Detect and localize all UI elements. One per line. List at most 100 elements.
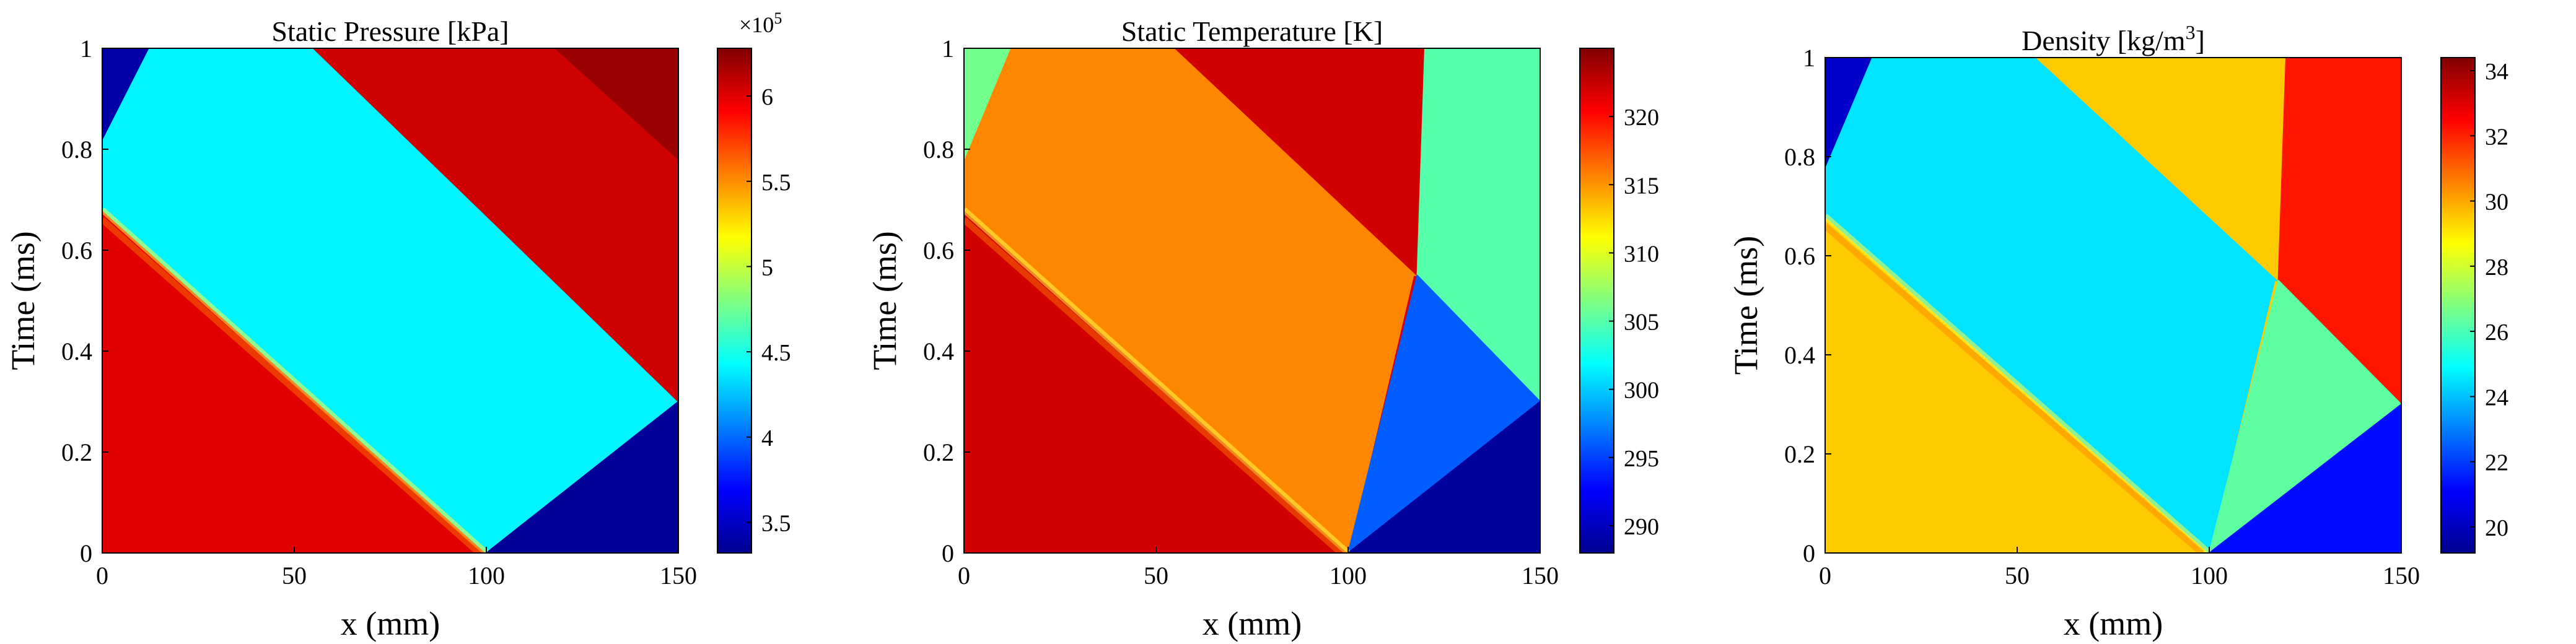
y-tick-label: 0.2 [61, 438, 92, 466]
x-axis-label: x (mm) [2064, 605, 2163, 642]
x-axis-label: x (mm) [1203, 605, 1302, 642]
region-post-wave [102, 48, 678, 553]
axes-box [102, 48, 679, 554]
colorbar-tick-label: 5 [761, 255, 773, 281]
y-tick-label: 0 [80, 539, 92, 567]
region-low-right [2209, 404, 2401, 553]
x-tick-label: 150 [2383, 562, 2420, 590]
x-tick-label: 0 [1819, 562, 1831, 590]
colorbar-tick-label: 32 [2485, 124, 2508, 150]
colorbar-exponent-power: 5 [774, 9, 782, 27]
colorbar: 3.544.555.56×105 [717, 9, 791, 554]
colorbar-tick-label: 6 [761, 84, 773, 110]
y-tick-label: 0.8 [923, 136, 954, 163]
x-tick-label: 100 [2191, 562, 2228, 590]
axes-box [963, 48, 1541, 554]
y-tick-label: 0.4 [1784, 341, 1815, 369]
chart-panel-3: 0 50 100 150 0 0.2 0.4 0.6 0.8 1 Density [kg/m3] x … [1727, 21, 2508, 642]
y-axis-label: Time (ms) [4, 231, 42, 370]
chart-title-end: ] [2196, 25, 2205, 56]
chart-title-text: Static Temperature [K] [1121, 15, 1383, 47]
region-left-expansion [1825, 58, 1872, 167]
colorbar-tick-label: 310 [1624, 241, 1659, 267]
region-upper-wedge [2036, 58, 2279, 281]
y-tick-label: 0.4 [61, 337, 92, 365]
colorbar-tick-label: 315 [1624, 173, 1659, 199]
region-mid-band [964, 48, 1418, 553]
region-left-expansion [964, 48, 1011, 160]
chart-title: Density [kg/m3] [2022, 21, 2205, 56]
colorbar-gradient [717, 48, 752, 554]
colorbar-tick-label: 26 [2485, 320, 2508, 346]
y-tick-label: 1 [942, 35, 954, 63]
region-coldest-right [1347, 401, 1540, 553]
y-tick-label: 1 [1803, 44, 1815, 72]
x-axis-label: x (mm) [341, 605, 440, 642]
chart-panel-1: 0 50 100 150 0 0.2 0.4 0.6 0.8 1 Static Pressure [… [4, 9, 791, 642]
colorbar-exponent-base: ×10 [739, 12, 774, 37]
colorbar-tick-label: 24 [2485, 385, 2508, 411]
x-tick-label: 50 [2005, 562, 2030, 590]
y-tick-label: 0.6 [923, 237, 954, 264]
region-low-pressure-right [486, 401, 678, 553]
y-tick-label: 0.2 [923, 438, 954, 466]
colorbar-tick-label: 30 [2485, 189, 2508, 215]
heatmap-area [1825, 58, 2401, 553]
colorbar-gradient [1579, 48, 1614, 554]
colorbar-tick-label: 295 [1624, 446, 1659, 472]
chart-title-text: Static Pressure [kPa] [271, 15, 509, 47]
region-mid-band [1825, 58, 2279, 553]
y-tick-label: 0.2 [1784, 440, 1815, 468]
colorbar-tick-label: 4.5 [761, 340, 791, 366]
y-tick-label: 1 [80, 35, 92, 63]
y-tick-label: 0 [942, 539, 954, 567]
chart-title: Static Temperature [K] [1121, 15, 1383, 47]
x-tick-label: 0 [96, 562, 108, 590]
wave-front-band-2 [102, 217, 481, 553]
colorbar-tick-label: 5.5 [761, 170, 791, 196]
x-tick-label: 50 [1144, 562, 1168, 590]
wave-front-band-2 [1825, 224, 2204, 553]
chart-title-text: Density [kg/m [2022, 25, 2186, 56]
region-expansion-left [102, 48, 149, 140]
colorbar-tick-label: 4 [761, 425, 773, 451]
x-tick-label: 100 [468, 562, 505, 590]
colorbar: 20 22 24 26 28 30 32 34 [2440, 57, 2508, 554]
x-tick-label: 50 [282, 562, 307, 590]
colorbar-gradient [2440, 57, 2476, 554]
heatmap-area [964, 48, 1540, 553]
y-tick-label: 0.6 [1784, 242, 1815, 270]
region-upper-right-shock [554, 48, 678, 160]
colorbar-tick-label: 20 [2485, 515, 2508, 541]
region-driver-reflected [313, 48, 678, 402]
colorbar-tick-label: 34 [2485, 59, 2508, 85]
region-hot-upper-wedge [1175, 48, 1418, 276]
x-tick-label: 100 [1330, 562, 1367, 590]
x-tick-label: 0 [958, 562, 970, 590]
chart-title: Static Pressure [kPa] [271, 15, 509, 47]
colorbar-exponent: ×105 [739, 9, 782, 37]
colorbar: 290 295 300 305 310 315 320 [1579, 48, 1659, 554]
y-tick-label: 0.8 [61, 136, 92, 163]
colorbar-tick-label: 300 [1624, 378, 1659, 404]
wave-front-band [964, 207, 1351, 553]
colorbar-tick-label: 3.5 [761, 510, 791, 536]
x-tick-label: 150 [660, 562, 697, 590]
heatmap-area [102, 48, 678, 553]
colorbar-tick-label: 22 [2485, 450, 2508, 476]
y-tick-label: 0.6 [61, 237, 92, 264]
y-tick-label: 0.8 [1784, 143, 1815, 171]
y-axis-label: Time (ms) [866, 231, 903, 370]
colorbar-tick-label: 305 [1624, 310, 1659, 336]
y-tick-label: 0 [1803, 539, 1815, 567]
axes-box [1825, 57, 2402, 554]
y-axis-label: Time (ms) [1727, 236, 1764, 375]
y-tick-label: 0.4 [923, 337, 954, 365]
wave-front-band [1825, 214, 2212, 553]
chart-title-superscript: 3 [2186, 21, 2196, 43]
colorbar-tick-label: 290 [1624, 514, 1659, 540]
colorbar-tick-label: 28 [2485, 255, 2508, 281]
x-tick-label: 150 [1522, 562, 1559, 590]
wave-front-band-2 [964, 217, 1343, 553]
